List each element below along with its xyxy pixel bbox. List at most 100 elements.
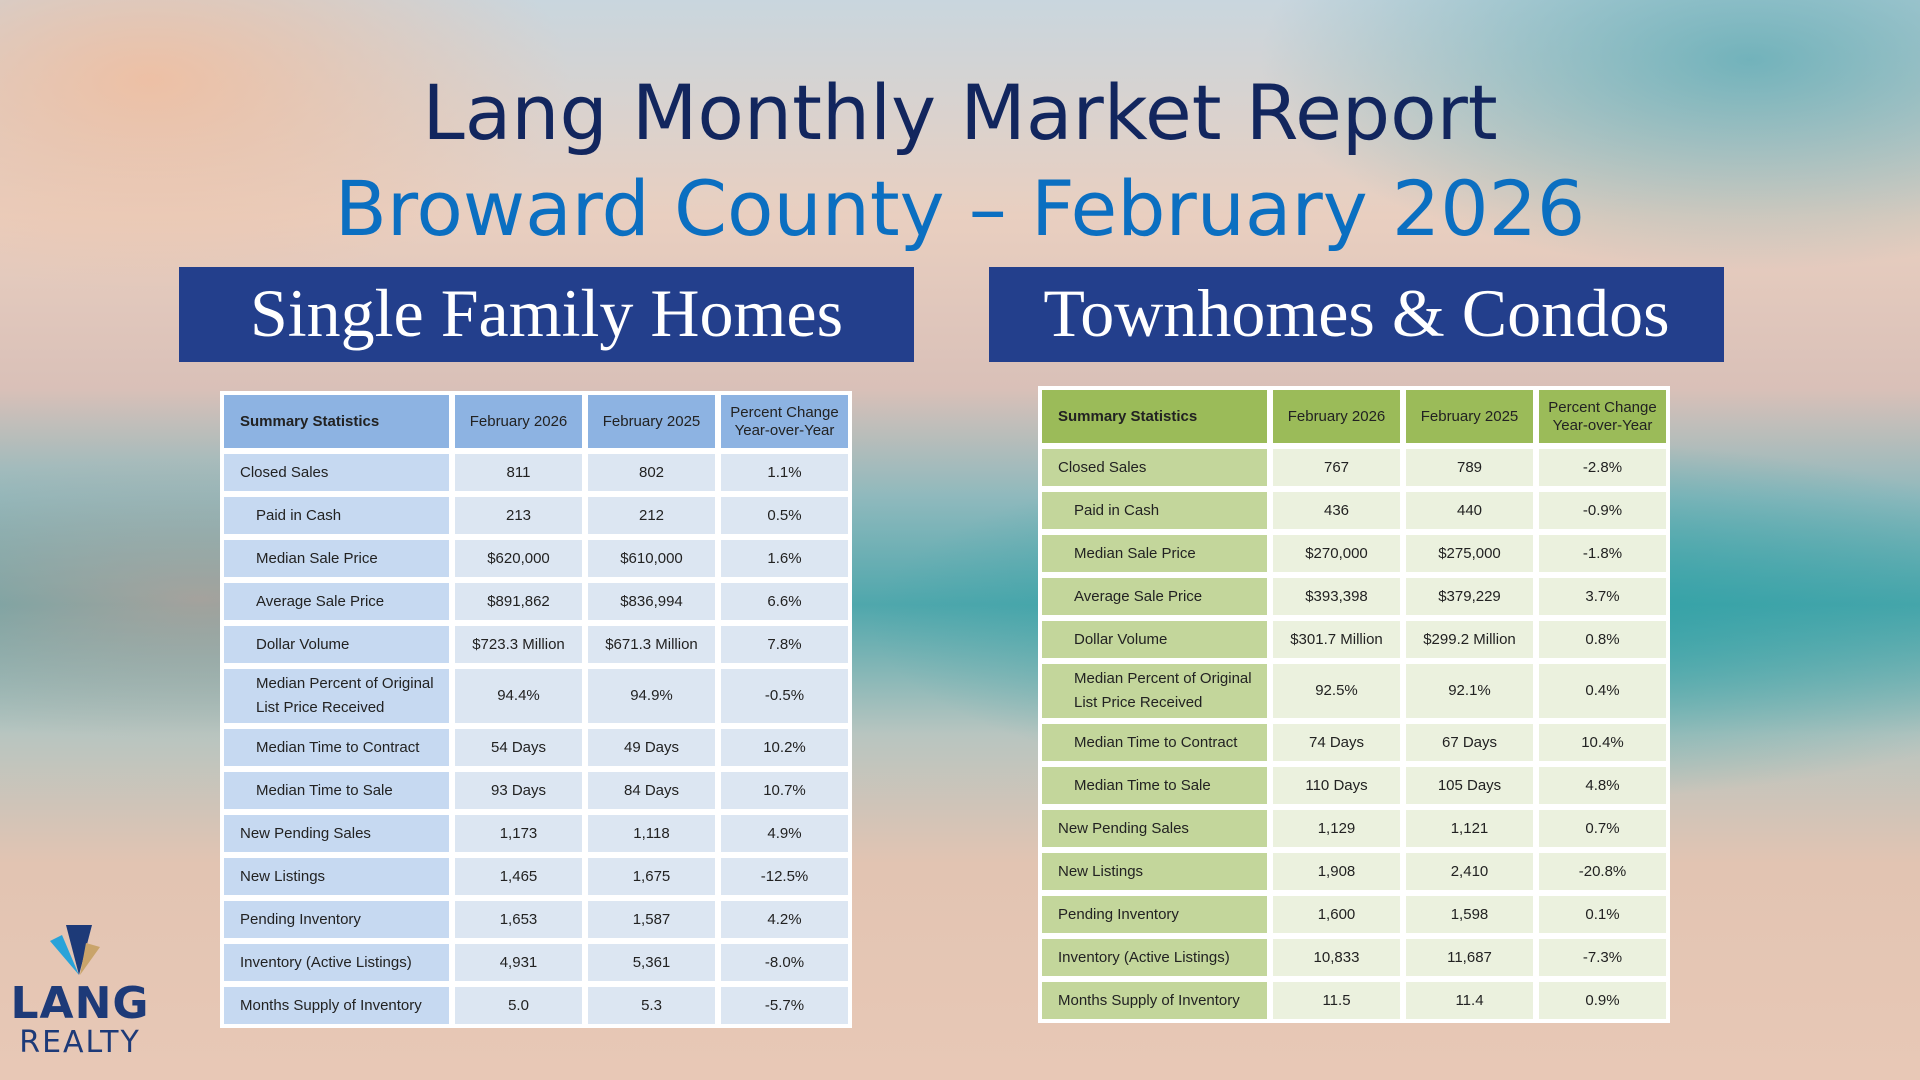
cell-value: 4.9% <box>721 815 848 852</box>
row-label: Average Sale Price <box>1042 578 1267 615</box>
cell-value: 0.9% <box>1539 982 1666 1019</box>
cell-value: 767 <box>1273 449 1400 486</box>
cell-value: $299.2 Million <box>1406 621 1533 658</box>
cell-value: -0.9% <box>1539 492 1666 529</box>
banner-single-family-homes: Single Family Homes <box>179 267 914 362</box>
cell-value: 3.7% <box>1539 578 1666 615</box>
row-label: Months Supply of Inventory <box>1042 982 1267 1019</box>
cell-value: 4.8% <box>1539 767 1666 804</box>
row-label: Dollar Volume <box>1042 621 1267 658</box>
cell-value: 67 Days <box>1406 724 1533 761</box>
cell-value: 440 <box>1406 492 1533 529</box>
logo-text-lang: LANG <box>10 978 150 1029</box>
cell-value: 213 <box>455 497 582 534</box>
cell-value: $891,862 <box>455 583 582 620</box>
row-label: Median Sale Price <box>224 540 449 577</box>
cell-value: 802 <box>588 454 715 491</box>
cell-value: 10.2% <box>721 729 848 766</box>
row-label: Dollar Volume <box>224 626 449 663</box>
row-label: Median Percent of Original List Price Re… <box>224 669 449 723</box>
cell-value: 1,653 <box>455 901 582 938</box>
cell-value: $270,000 <box>1273 535 1400 572</box>
cell-value: 1,173 <box>455 815 582 852</box>
row-label: Inventory (Active Listings) <box>224 944 449 981</box>
column-header: February 2025 <box>588 395 715 448</box>
cell-value: 11,687 <box>1406 939 1533 976</box>
cell-value: 11.4 <box>1406 982 1533 1019</box>
logo-text-realty: REALTY <box>19 1025 141 1060</box>
row-label: New Pending Sales <box>224 815 449 852</box>
cell-value: 1,465 <box>455 858 582 895</box>
cell-value: 0.4% <box>1539 664 1666 718</box>
condo-stats-table: Summary Statistics February 2026 February … <box>1038 386 1670 1023</box>
cell-value: 2,410 <box>1406 853 1533 890</box>
cell-value: 5.0 <box>455 987 582 1024</box>
cell-value: 4,931 <box>455 944 582 981</box>
row-label: New Pending Sales <box>1042 810 1267 847</box>
cell-value: 1,598 <box>1406 896 1533 933</box>
row-label: Median Time to Contract <box>1042 724 1267 761</box>
cell-value: -12.5% <box>721 858 848 895</box>
column-header: Percent Change Year-over-Year <box>1539 390 1666 443</box>
cell-value: $301.7 Million <box>1273 621 1400 658</box>
cell-value: -1.8% <box>1539 535 1666 572</box>
cell-value: 4.2% <box>721 901 848 938</box>
cell-value: $379,229 <box>1406 578 1533 615</box>
cell-value: 1,129 <box>1273 810 1400 847</box>
row-label: Inventory (Active Listings) <box>1042 939 1267 976</box>
cell-value: 10,833 <box>1273 939 1400 976</box>
cell-value: 5,361 <box>588 944 715 981</box>
cell-value: $620,000 <box>455 540 582 577</box>
column-header: Summary Statistics <box>224 395 449 448</box>
row-label: Closed Sales <box>1042 449 1267 486</box>
cell-value: 110 Days <box>1273 767 1400 804</box>
cell-value: -20.8% <box>1539 853 1666 890</box>
lang-realty-logo: LANG REALTY <box>10 925 150 1060</box>
cell-value: 789 <box>1406 449 1533 486</box>
cell-value: 105 Days <box>1406 767 1533 804</box>
cell-value: -0.5% <box>721 669 848 723</box>
cell-value: 10.7% <box>721 772 848 809</box>
column-header: February 2025 <box>1406 390 1533 443</box>
row-label: Paid in Cash <box>1042 492 1267 529</box>
cell-value: 0.1% <box>1539 896 1666 933</box>
cell-value: -7.3% <box>1539 939 1666 976</box>
cell-value: 11.5 <box>1273 982 1400 1019</box>
cell-value: -2.8% <box>1539 449 1666 486</box>
row-label: New Listings <box>1042 853 1267 890</box>
cell-value: 6.6% <box>721 583 848 620</box>
row-label: Months Supply of Inventory <box>224 987 449 1024</box>
cell-value: -5.7% <box>721 987 848 1024</box>
cell-value: 1,587 <box>588 901 715 938</box>
cell-value: $275,000 <box>1406 535 1533 572</box>
row-label: Paid in Cash <box>224 497 449 534</box>
cell-value: 5.3 <box>588 987 715 1024</box>
report-subtitle: Broward County – February 2026 <box>334 164 1586 253</box>
cell-value: 1,600 <box>1273 896 1400 933</box>
row-label: Median Time to Contract <box>224 729 449 766</box>
cell-value: 212 <box>588 497 715 534</box>
cell-value: 93 Days <box>455 772 582 809</box>
column-header: Percent Change Year-over-Year <box>721 395 848 448</box>
row-label: Pending Inventory <box>1042 896 1267 933</box>
row-label: Pending Inventory <box>224 901 449 938</box>
cell-value: 0.7% <box>1539 810 1666 847</box>
cell-value: -8.0% <box>721 944 848 981</box>
cell-value: 84 Days <box>588 772 715 809</box>
cell-value: 1,121 <box>1406 810 1533 847</box>
row-label: New Listings <box>224 858 449 895</box>
cell-value: 54 Days <box>455 729 582 766</box>
cell-value: 92.1% <box>1406 664 1533 718</box>
row-label: Median Sale Price <box>1042 535 1267 572</box>
cell-value: 811 <box>455 454 582 491</box>
cell-value: $836,994 <box>588 583 715 620</box>
cell-value: $393,398 <box>1273 578 1400 615</box>
cell-value: 94.4% <box>455 669 582 723</box>
cell-value: 49 Days <box>588 729 715 766</box>
cell-value: $671.3 Million <box>588 626 715 663</box>
report-title: Lang Monthly Market Report <box>422 68 1498 157</box>
cell-value: 1.6% <box>721 540 848 577</box>
single-family-stats-table: Summary Statistics February 2026 February … <box>220 391 852 1028</box>
row-label: Closed Sales <box>224 454 449 491</box>
column-header: February 2026 <box>1273 390 1400 443</box>
